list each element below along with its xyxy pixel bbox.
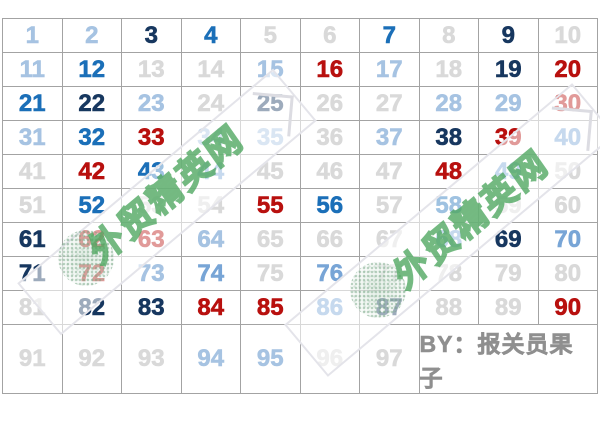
grid-cell-7: 7 — [360, 19, 420, 53]
grid-cell-55: 55 — [241, 189, 301, 223]
grid-cell-1: 1 — [3, 19, 63, 53]
grid-cell-26: 26 — [300, 87, 360, 121]
grid-cell-95: 95 — [241, 325, 301, 394]
grid-cell-42: 42 — [62, 155, 122, 189]
grid-cell-23: 23 — [122, 87, 182, 121]
grid-cell-21: 21 — [3, 87, 63, 121]
grid-cell-70: 70 — [538, 223, 598, 257]
grid-cell-65: 65 — [241, 223, 301, 257]
grid-cell-17: 17 — [360, 53, 420, 87]
grid-cell-74: 74 — [181, 257, 241, 291]
grid-cell-14: 14 — [181, 53, 241, 87]
grid-cell-93: 93 — [122, 325, 182, 394]
grid-cell-2: 2 — [62, 19, 122, 53]
grid-cell-3: 3 — [122, 19, 182, 53]
grid-cell-79: 79 — [479, 257, 539, 291]
grid-cell-11: 11 — [3, 53, 63, 87]
grid-cell-38: 38 — [419, 121, 479, 155]
stamp-seal — [58, 230, 114, 286]
grid-cell-29: 29 — [479, 87, 539, 121]
stamp-seal — [350, 262, 406, 318]
grid-cell-61: 61 — [3, 223, 63, 257]
grid-cell-89: 89 — [479, 291, 539, 325]
grid-cell-16: 16 — [300, 53, 360, 87]
grid-cell-37: 37 — [360, 121, 420, 155]
grid-cell-47: 47 — [360, 155, 420, 189]
grid-cell-66: 66 — [300, 223, 360, 257]
grid-cell-56: 56 — [300, 189, 360, 223]
grid-cell-36: 36 — [300, 121, 360, 155]
grid-cell-46: 46 — [300, 155, 360, 189]
grid-cell-85: 85 — [241, 291, 301, 325]
grid-cell-27: 27 — [360, 87, 420, 121]
grid-cell-33: 33 — [122, 121, 182, 155]
grid-cell-91: 91 — [3, 325, 63, 394]
grid-cell-4: 4 — [181, 19, 241, 53]
grid-cell-60: 60 — [538, 189, 598, 223]
grid-cell-64: 64 — [181, 223, 241, 257]
grid-cell-84: 84 — [181, 291, 241, 325]
grid-cell-5: 5 — [241, 19, 301, 53]
grid-cell-41: 41 — [3, 155, 63, 189]
grid-cell-13: 13 — [122, 53, 182, 87]
grid-cell-32: 32 — [62, 121, 122, 155]
grid-cell-51: 51 — [3, 189, 63, 223]
grid-cell-80: 80 — [538, 257, 598, 291]
grid-cell-97: 97 — [360, 325, 420, 394]
grid-cell-31: 31 — [3, 121, 63, 155]
grid-cell-20: 20 — [538, 53, 598, 87]
grid-cell-28: 28 — [419, 87, 479, 121]
grid-cell-19: 19 — [479, 53, 539, 87]
grid-cell-69: 69 — [479, 223, 539, 257]
grid-cell-8: 8 — [419, 19, 479, 53]
grid-cell-90: 90 — [538, 291, 598, 325]
grid-cell-18: 18 — [419, 53, 479, 87]
grid-cell-9: 9 — [479, 19, 539, 53]
grid-cell-12: 12 — [62, 53, 122, 87]
grid-cell-83: 83 — [122, 291, 182, 325]
grid-cell-92: 92 — [62, 325, 122, 394]
grid-cell-94: 94 — [181, 325, 241, 394]
grid-cell-57: 57 — [360, 189, 420, 223]
grid-cell-6: 6 — [300, 19, 360, 53]
byline: BY：报关员果子 — [419, 325, 598, 394]
grid-cell-10: 10 — [538, 19, 598, 53]
grid-cell-22: 22 — [62, 87, 122, 121]
grid-cell-88: 88 — [419, 291, 479, 325]
grid-cell-75: 75 — [241, 257, 301, 291]
